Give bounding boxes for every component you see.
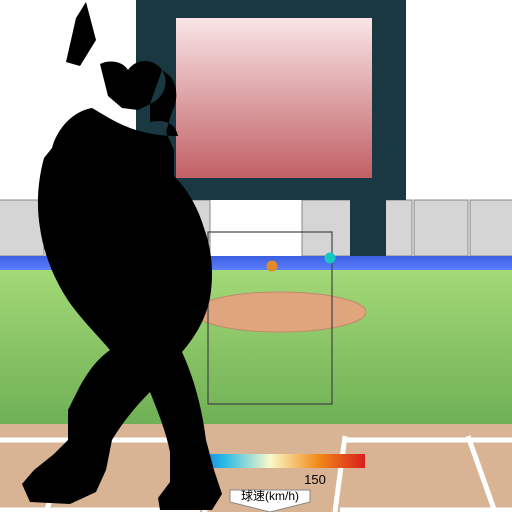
pitch-location-diagram: 100150球速(km/h) bbox=[0, 0, 512, 512]
stand-segment bbox=[302, 200, 356, 256]
stand-segment bbox=[414, 200, 468, 256]
scoreboard-screen bbox=[176, 18, 372, 178]
pitchers-mound bbox=[194, 292, 366, 332]
pitch-marker bbox=[325, 253, 336, 264]
legend-tick: 150 bbox=[304, 472, 326, 487]
scoreboard-leg bbox=[350, 200, 386, 260]
stand-segment bbox=[470, 200, 512, 256]
pitch-marker bbox=[267, 261, 278, 272]
legend-label: 球速(km/h) bbox=[241, 489, 299, 503]
stand-segment bbox=[0, 200, 44, 256]
